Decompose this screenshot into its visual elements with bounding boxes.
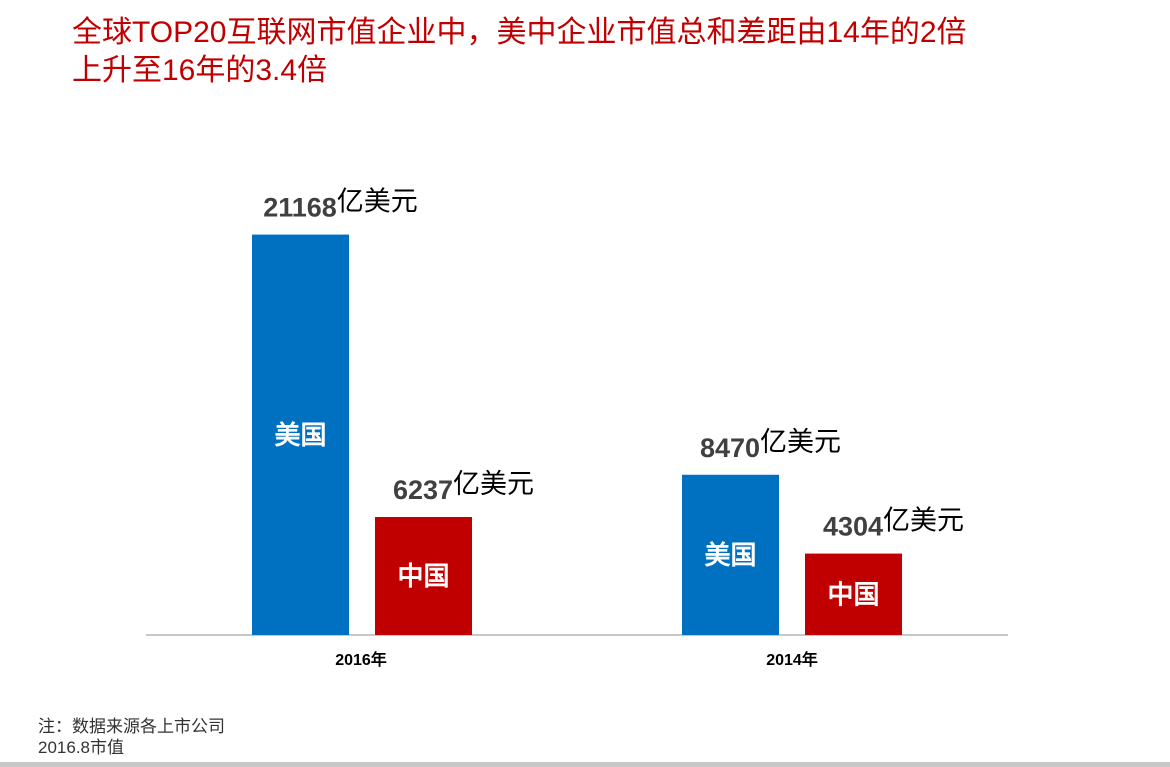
data-label: 4304亿美元: [823, 506, 964, 542]
bar-series-label: 美国: [274, 420, 326, 450]
bar: [375, 517, 472, 635]
data-label: 6237亿美元: [393, 469, 534, 505]
bar: [805, 553, 902, 635]
x-tick-label: 2016年: [335, 650, 387, 669]
page-title: 全球TOP20互联网市值企业中，美中企业市值总和差距由14年的2倍 上升至16年…: [72, 14, 1132, 90]
bar: [682, 474, 779, 635]
source-note-line-1: 注：数据来源各上市公司: [38, 717, 225, 736]
bar-series-label: 中国: [827, 579, 879, 609]
data-label: 21168亿美元: [263, 187, 418, 223]
x-tick-label: 2014年: [766, 650, 818, 669]
bar-series-label: 美国: [704, 540, 756, 570]
source-note: 注：数据来源各上市公司 2016.8市值: [38, 716, 225, 758]
bar: [252, 234, 349, 635]
bar-series-label: 中国: [397, 561, 449, 591]
title-line-2: 上升至16年的3.4倍: [72, 54, 328, 87]
title-line-1: 全球TOP20互联网市值企业中，美中企业市值总和差距由14年的2倍: [72, 16, 967, 49]
source-note-line-2: 2016.8市值: [38, 738, 124, 757]
data-label: 8470亿美元: [700, 427, 841, 463]
bottom-divider: [0, 762, 1170, 767]
